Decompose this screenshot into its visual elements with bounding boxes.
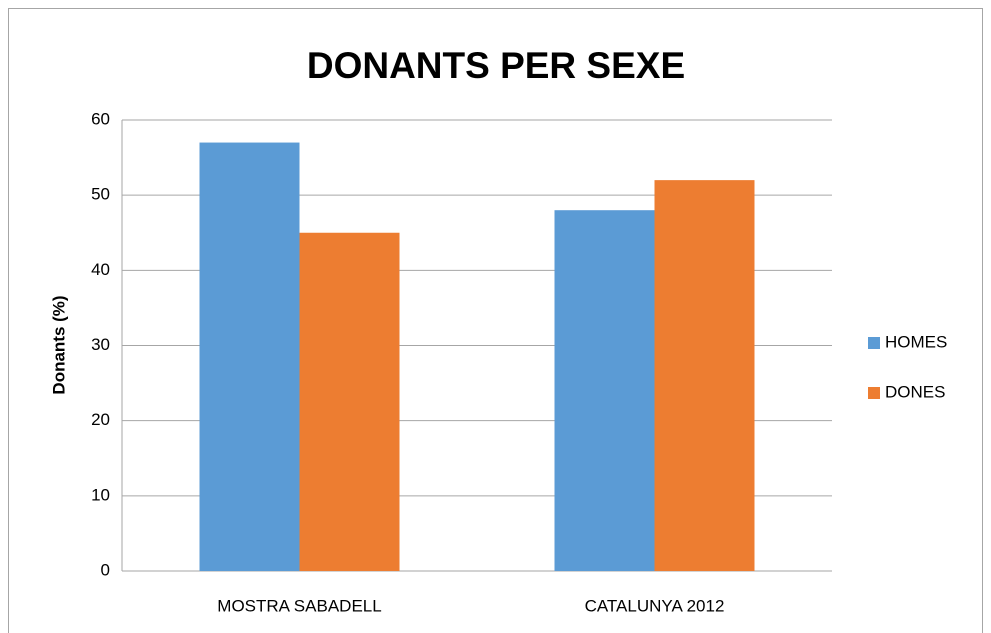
bar	[654, 180, 755, 571]
x-tick-label: CATALUNYA 2012	[585, 596, 725, 615]
legend-swatch	[868, 387, 880, 399]
legend-label: HOMES	[885, 332, 947, 351]
chart-border	[8, 8, 983, 633]
bar	[199, 142, 300, 572]
y-tick-label: 30	[91, 335, 110, 354]
chart-title: DONANTS PER SEXE	[307, 45, 685, 86]
bar	[299, 232, 400, 571]
y-tick-label: 20	[91, 410, 110, 429]
y-tick-label: 0	[101, 560, 110, 579]
y-tick-label: 10	[91, 485, 110, 504]
y-tick-label: 60	[91, 109, 110, 128]
y-tick-label: 50	[91, 185, 110, 204]
legend-label: DONES	[885, 382, 945, 401]
x-tick-label: MOSTRA SABADELL	[217, 596, 381, 615]
legend-swatch	[868, 337, 880, 349]
y-tick-label: 40	[91, 260, 110, 279]
y-axis-label: Donants (%)	[49, 295, 68, 394]
bar	[554, 210, 655, 571]
